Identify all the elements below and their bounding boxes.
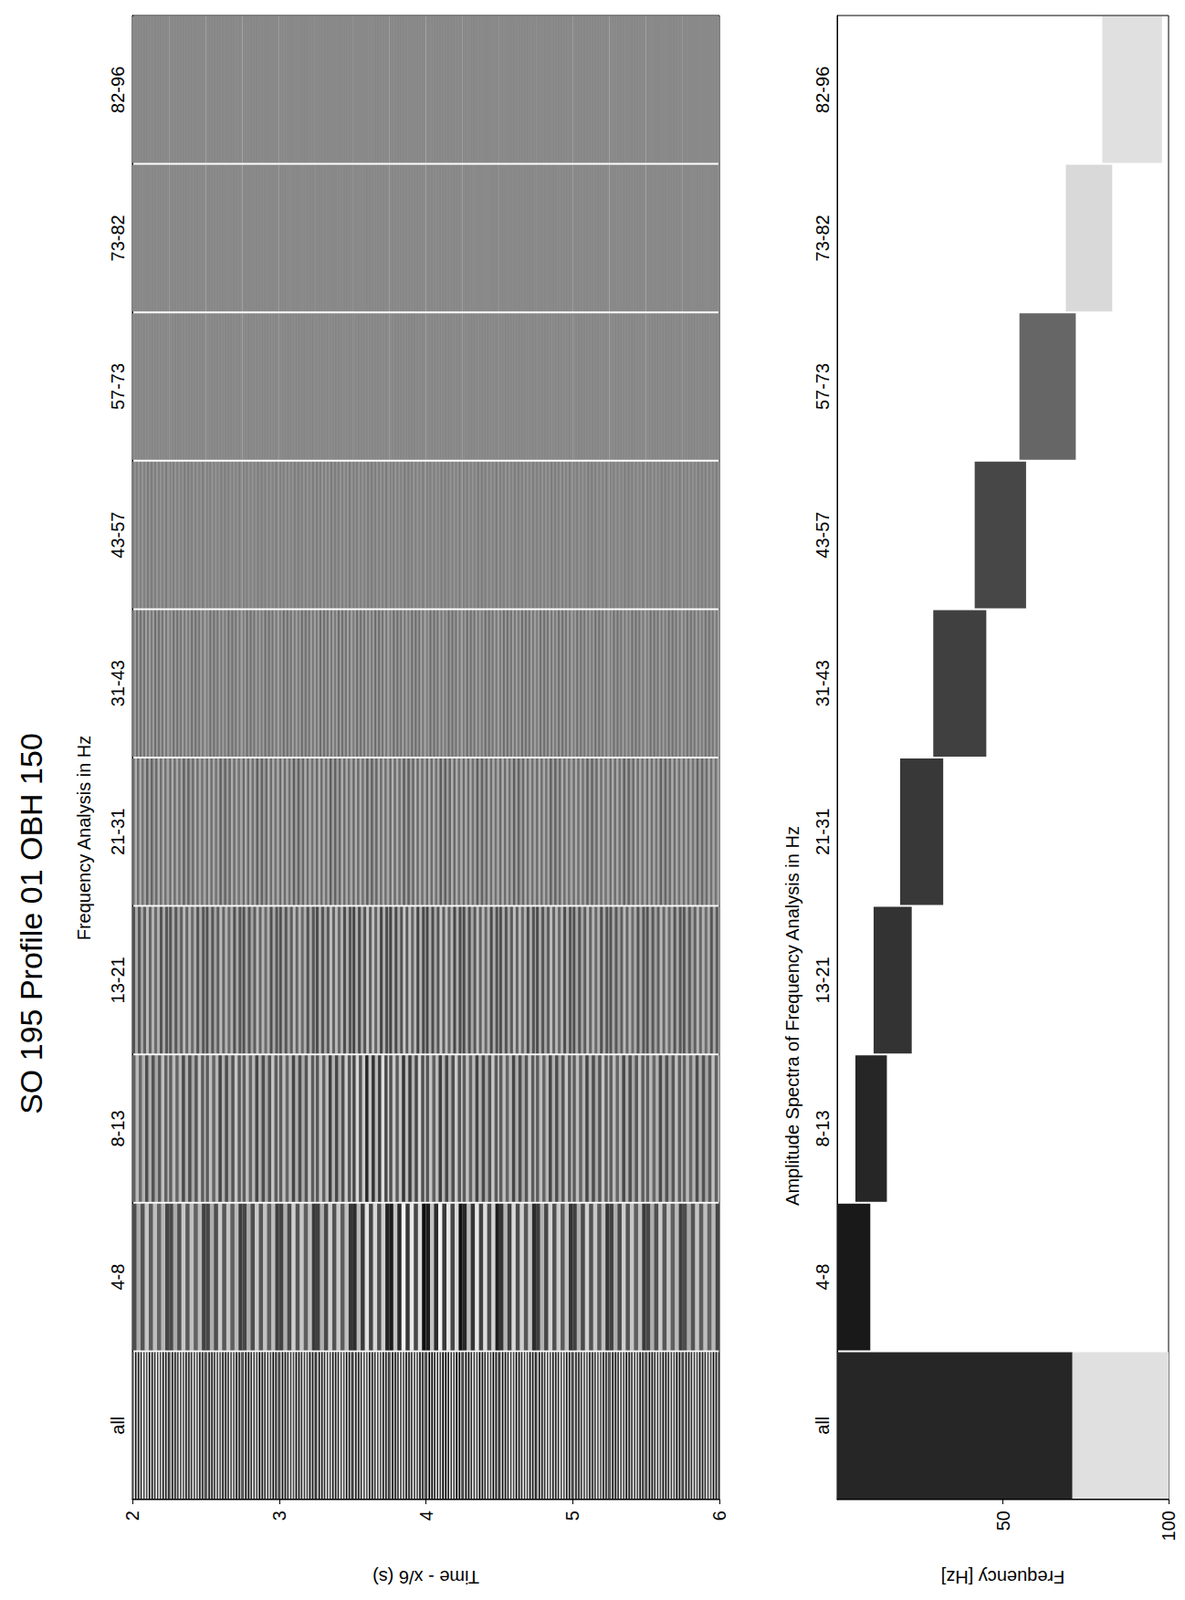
svg-text:2: 2: [122, 1510, 143, 1521]
svg-text:6: 6: [709, 1510, 730, 1521]
svg-text:21-31: 21-31: [107, 808, 128, 856]
svg-text:SO 195 Profile 01 OBH 150: SO 195 Profile 01 OBH 150: [13, 733, 49, 1115]
svg-text:57-73: 57-73: [812, 363, 833, 410]
svg-text:8-13: 8-13: [107, 1110, 128, 1147]
svg-text:100: 100: [1158, 1510, 1179, 1542]
svg-text:5: 5: [562, 1510, 583, 1521]
svg-text:4-8: 4-8: [812, 1264, 833, 1291]
svg-text:Time - x/6 (s): Time - x/6 (s): [372, 1567, 480, 1588]
svg-text:all: all: [812, 1416, 833, 1436]
svg-text:82-96: 82-96: [812, 66, 833, 114]
svg-text:57-73: 57-73: [107, 363, 128, 410]
svg-text:3: 3: [269, 1510, 290, 1521]
svg-text:31-43: 31-43: [812, 660, 833, 707]
svg-text:43-57: 43-57: [812, 512, 833, 559]
svg-text:13-21: 13-21: [107, 956, 128, 1004]
svg-text:13-21: 13-21: [812, 956, 833, 1004]
svg-text:73-82: 73-82: [107, 214, 128, 262]
svg-text:43-57: 43-57: [107, 512, 128, 559]
svg-text:8-13: 8-13: [812, 1110, 833, 1147]
svg-text:Frequency [Hz]: Frequency [Hz]: [941, 1567, 1066, 1588]
svg-text:Frequency Analysis in Hz: Frequency Analysis in Hz: [73, 735, 95, 942]
svg-text:50: 50: [993, 1510, 1014, 1532]
svg-text:all: all: [107, 1416, 128, 1436]
svg-text:4: 4: [416, 1510, 437, 1521]
svg-text:73-82: 73-82: [812, 214, 833, 262]
svg-text:82-96: 82-96: [107, 66, 128, 114]
svg-text:Amplitude Spectra of Frequency: Amplitude Spectra of Frequency Analysis …: [782, 826, 803, 1206]
svg-text:21-31: 21-31: [812, 808, 833, 856]
svg-text:31-43: 31-43: [107, 660, 128, 707]
svg-text:4-8: 4-8: [107, 1264, 128, 1291]
